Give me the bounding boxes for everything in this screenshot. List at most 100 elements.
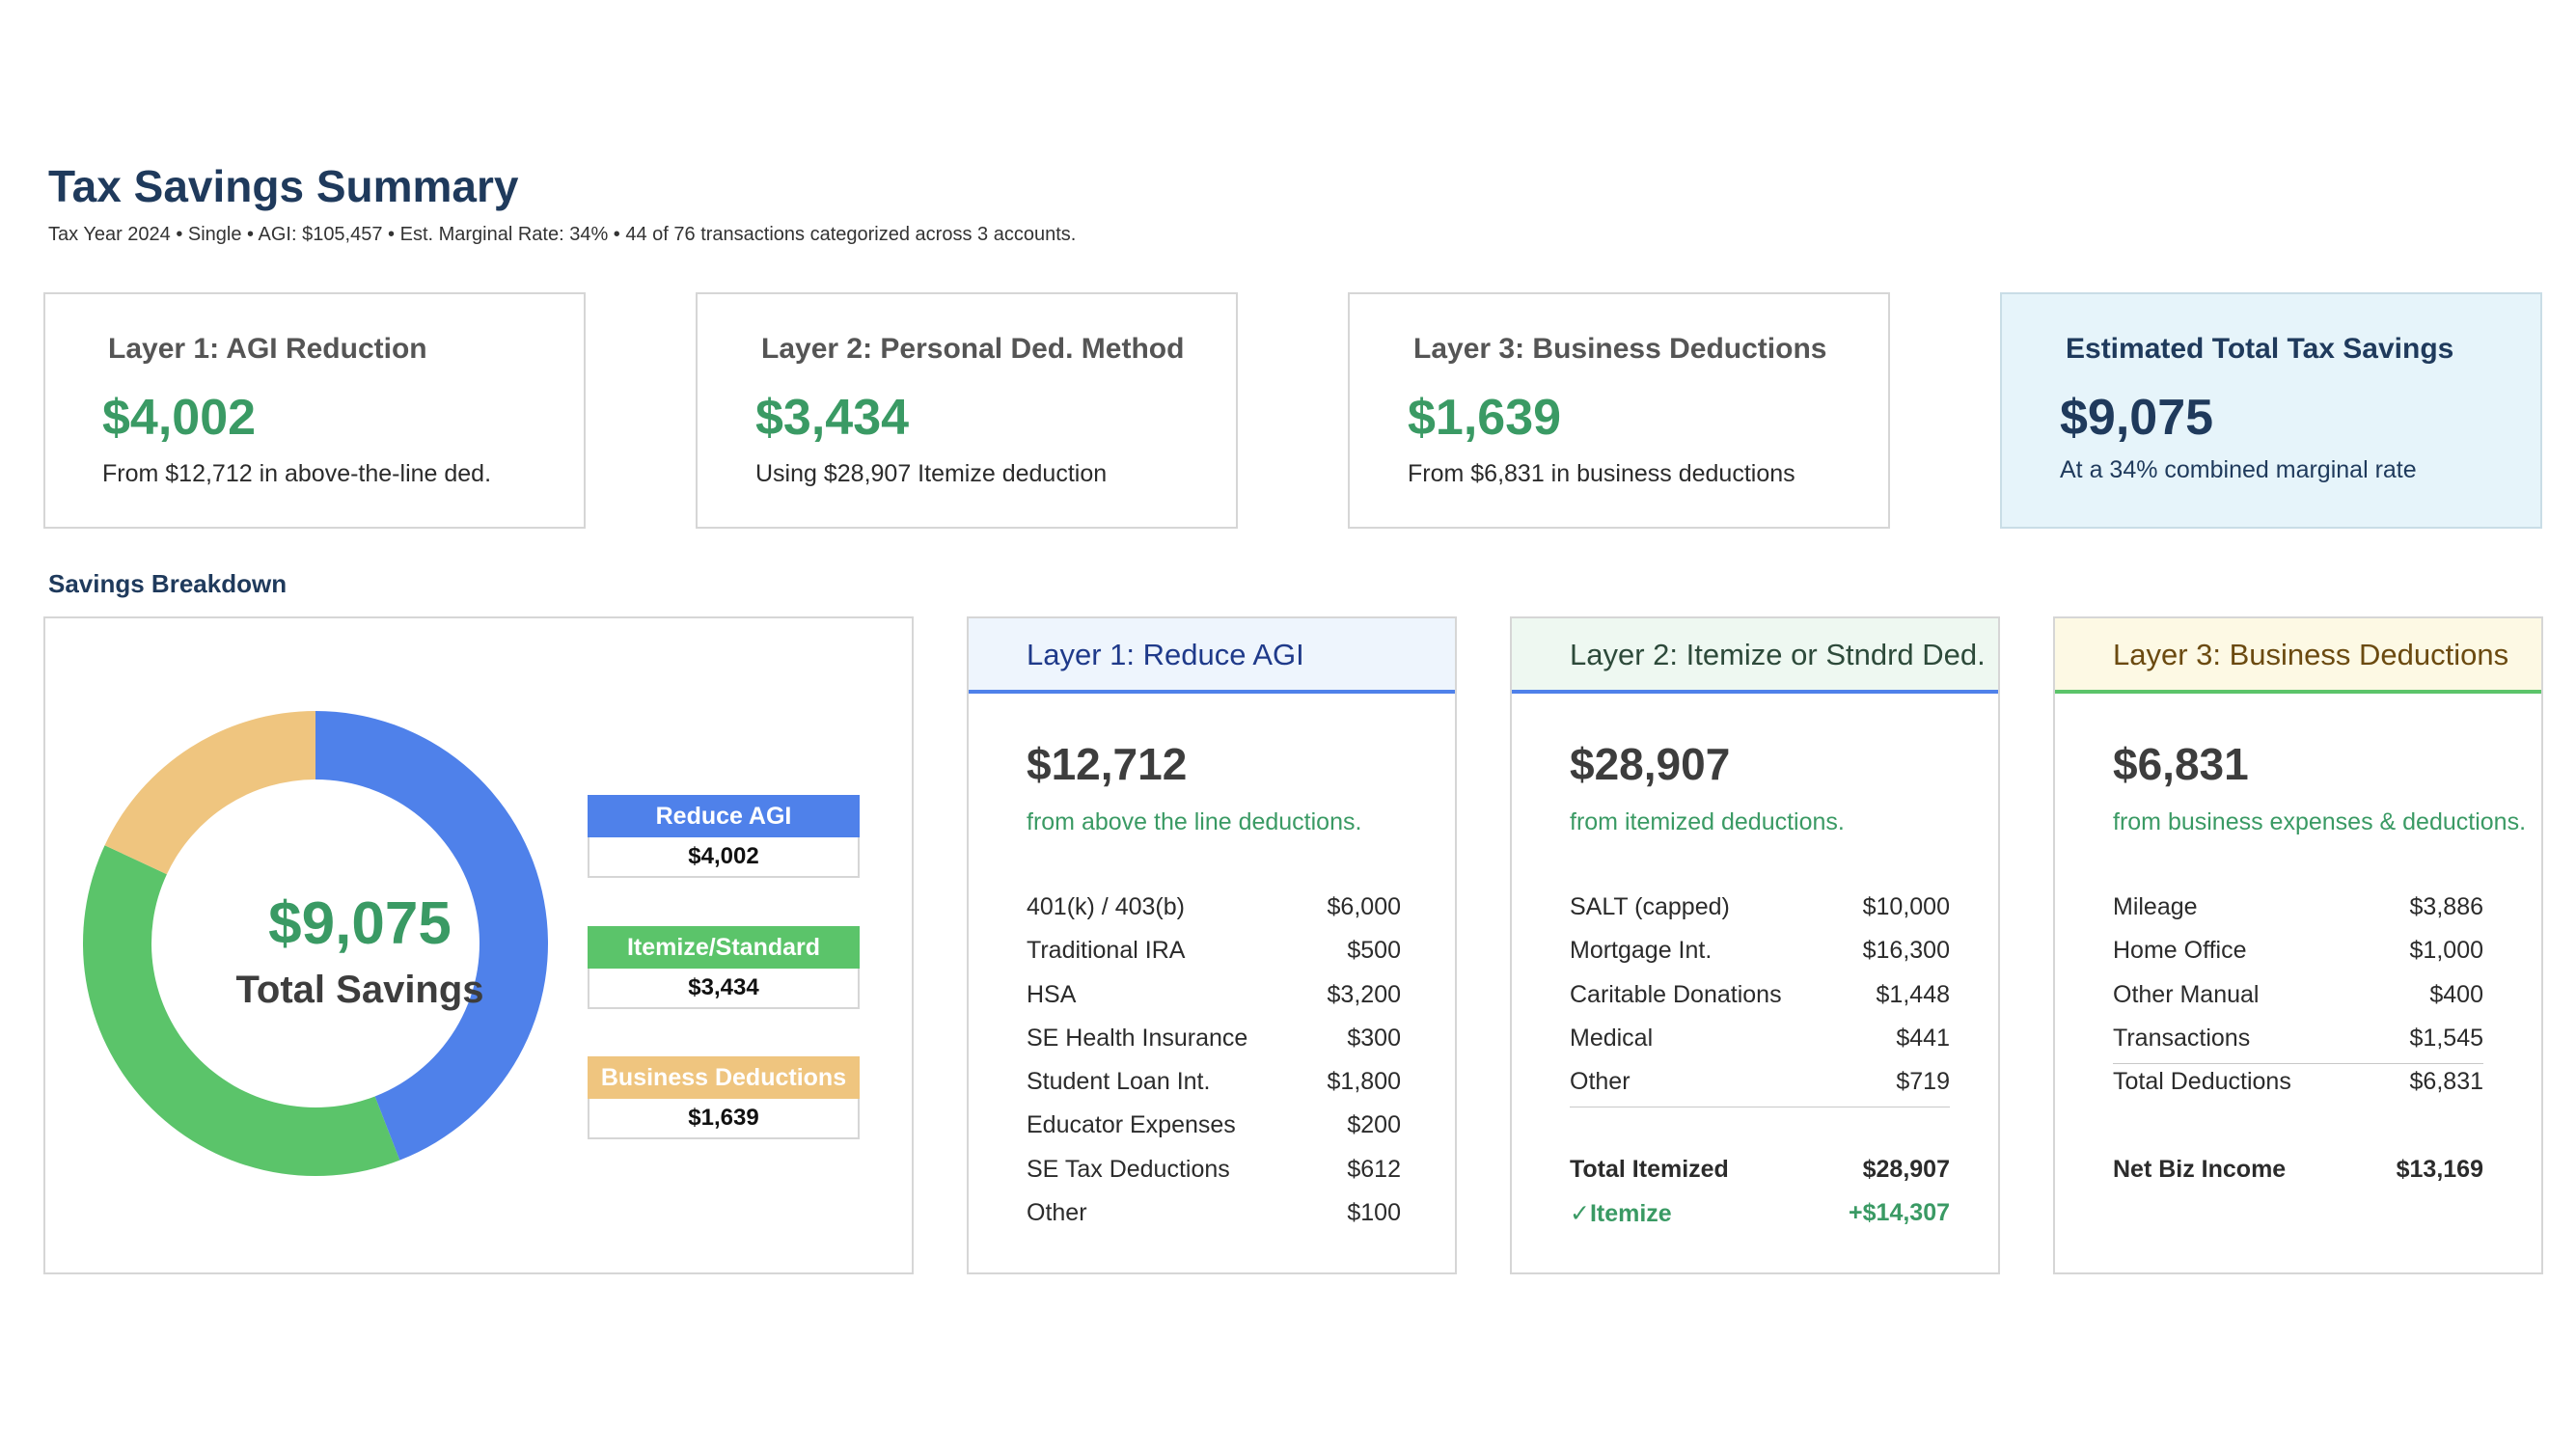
layer-amount: $12,712 <box>1027 739 1188 789</box>
deduction-row: 401(k) / 403(b) $6,000 <box>1027 889 1401 933</box>
deduction-list: 401(k) / 403(b) $6,000 Traditional IRA $50… <box>1027 889 1401 1239</box>
card-value: $9,075 <box>2060 390 2214 446</box>
row-label: Total Deductions <box>2113 1068 2291 1096</box>
row-label: Home Office <box>2113 937 2247 965</box>
savings-donut-chart <box>82 711 549 1176</box>
page-title: Tax Savings Summary <box>48 161 519 211</box>
row-value: $1,800 <box>1327 1068 1401 1096</box>
row-label: HSA <box>1027 980 1077 1008</box>
row-value: $1,448 <box>1876 980 1950 1008</box>
card-title: Layer 2: Personal Ded. Method <box>761 333 1185 365</box>
legend-value: $4,002 <box>588 837 860 878</box>
row-value: $10,000 <box>1862 893 1950 920</box>
card-value: $3,434 <box>755 390 910 446</box>
deduction-row: Home Office $1,000 <box>2113 933 2483 976</box>
donut-center-value: $9,075 <box>268 890 452 957</box>
donut-slice-reduce-agi <box>315 711 549 1161</box>
row-value: $612 <box>1347 1155 1401 1183</box>
donut-slice-business-deductions <box>104 711 315 875</box>
card-subtext: Using $28,907 Itemize deduction <box>755 460 1108 487</box>
layer-subtext: from itemized deductions. <box>1570 808 1845 835</box>
deduction-row: HSA $3,200 <box>1027 977 1401 1021</box>
row-value: $500 <box>1347 937 1401 965</box>
summary-card-total-savings: Estimated Total Tax Savings $9,075 At a … <box>2000 292 2542 529</box>
row-label: Mortgage Int. <box>1570 937 1713 965</box>
net-biz-income-row: Net Biz Income $13,169 <box>2113 1152 2483 1195</box>
itemize-choice-row: ✓Itemize +$14,307 <box>1570 1195 1950 1239</box>
summary-card-agi-reduction: Layer 1: AGI Reduction $4,002 From $12,7… <box>43 292 586 529</box>
deduction-row: Caritable Donations $1,448 <box>1570 977 1950 1021</box>
row-value: $13,169 <box>2396 1155 2483 1183</box>
page-subtitle: Tax Year 2024 • Single • AGI: $105,457 •… <box>48 224 1077 245</box>
row-label: ✓Itemize <box>1570 1200 1672 1228</box>
deduction-list: Mileage $3,886 Home Office $1,000 Other Ma… <box>2113 889 2483 1195</box>
deduction-row: Transactions $1,545 <box>2113 1021 2483 1065</box>
layer-panel-header: Layer 3: Business Deductions <box>2055 618 2541 694</box>
total-deductions-row: Total Deductions $6,831 <box>2113 1064 2483 1107</box>
row-value: $3,886 <box>2409 893 2483 920</box>
savings-breakdown-title: Savings Breakdown <box>48 569 288 598</box>
row-value: $6,000 <box>1327 893 1401 920</box>
summary-card-personal-deduction: Layer 2: Personal Ded. Method $3,434 Usi… <box>696 292 1238 529</box>
deduction-row: SE Tax Deductions $612 <box>1027 1152 1401 1195</box>
row-label: SE Tax Deductions <box>1027 1155 1230 1183</box>
row-label: Medical <box>1570 1024 1654 1052</box>
deduction-row: SALT (capped) $10,000 <box>1570 889 1950 933</box>
row-value: $441 <box>1896 1024 1950 1052</box>
row-value: $1,000 <box>2409 937 2483 965</box>
row-value: $719 <box>1896 1068 1950 1096</box>
deduction-row: Traditional IRA $500 <box>1027 933 1401 976</box>
card-subtext: From $6,831 in business deductions <box>1408 460 1795 487</box>
deduction-row: Other $719 <box>1570 1064 1950 1108</box>
row-value: $300 <box>1347 1024 1401 1052</box>
layer-panel-business-deductions: Layer 3: Business Deductions $6,831 from… <box>2053 616 2543 1274</box>
layer-panel-header: Layer 2: Itemize or Stndrd Ded. <box>1512 618 1998 694</box>
row-value: $6,831 <box>2409 1068 2483 1096</box>
card-title: Layer 1: AGI Reduction <box>108 333 427 365</box>
layer-subtext: from above the line deductions. <box>1027 808 1362 835</box>
row-value: $400 <box>2429 980 2483 1008</box>
legend-item-business-deductions: Business Deductions $1,639 <box>588 1056 860 1139</box>
layer-panel-itemize-standard: Layer 2: Itemize or Stndrd Ded. $28,907 … <box>1510 616 2000 1274</box>
row-label: Traditional IRA <box>1027 937 1186 965</box>
deduction-row: Mortgage Int. $16,300 <box>1570 933 1950 976</box>
legend-label: Business Deductions <box>588 1056 860 1099</box>
layer-panel-header: Layer 1: Reduce AGI <box>969 618 1455 694</box>
card-value: $4,002 <box>102 390 257 446</box>
row-value: $3,200 <box>1327 980 1401 1008</box>
row-label: 401(k) / 403(b) <box>1027 893 1185 920</box>
row-spacer <box>2113 1107 2483 1151</box>
row-label: Caritable Donations <box>1570 980 1782 1008</box>
row-label: Other <box>1570 1068 1631 1096</box>
card-title: Layer 3: Business Deductions <box>1413 333 1827 365</box>
legend-label: Itemize/Standard <box>588 926 860 969</box>
row-label: Other <box>1027 1199 1087 1227</box>
savings-donut-panel: $9,075 Total Savings Reduce AGI $4,002 I… <box>43 616 914 1274</box>
total-itemized-row: Total Itemized $28,907 <box>1570 1152 1950 1195</box>
legend-label: Reduce AGI <box>588 795 860 837</box>
deduction-row: Student Loan Int. $1,800 <box>1027 1064 1401 1107</box>
deduction-list: SALT (capped) $10,000 Mortgage Int. $16,30… <box>1570 889 1950 1239</box>
card-subtext: At a 34% combined marginal rate <box>2060 456 2417 483</box>
row-value: $200 <box>1347 1111 1401 1139</box>
deduction-row: Other $100 <box>1027 1195 1401 1239</box>
row-label: Mileage <box>2113 893 2198 920</box>
row-label: Net Biz Income <box>2113 1155 2287 1183</box>
deduction-row: Medical $441 <box>1570 1021 1950 1064</box>
row-spacer <box>1570 1107 1950 1151</box>
row-value: $100 <box>1347 1199 1401 1227</box>
layer-subtext: from business expenses & deductions. <box>2113 808 2527 835</box>
summary-card-business-deductions: Layer 3: Business Deductions $1,639 From… <box>1348 292 1890 529</box>
card-value: $1,639 <box>1408 390 1562 446</box>
donut-center-label: Total Savings <box>235 969 484 1011</box>
row-label: Other Manual <box>2113 980 2260 1008</box>
row-value: $1,545 <box>2409 1024 2483 1052</box>
row-label: Student Loan Int. <box>1027 1068 1211 1096</box>
layer-amount: $6,831 <box>2113 739 2249 789</box>
legend-value: $1,639 <box>588 1099 860 1139</box>
card-subtext: From $12,712 in above-the-line ded. <box>102 460 492 487</box>
row-label: Transactions <box>2113 1024 2251 1052</box>
deduction-row: Mileage $3,886 <box>2113 889 2483 933</box>
legend-item-reduce-agi: Reduce AGI $4,002 <box>588 795 860 878</box>
row-label: SALT (capped) <box>1570 893 1730 920</box>
